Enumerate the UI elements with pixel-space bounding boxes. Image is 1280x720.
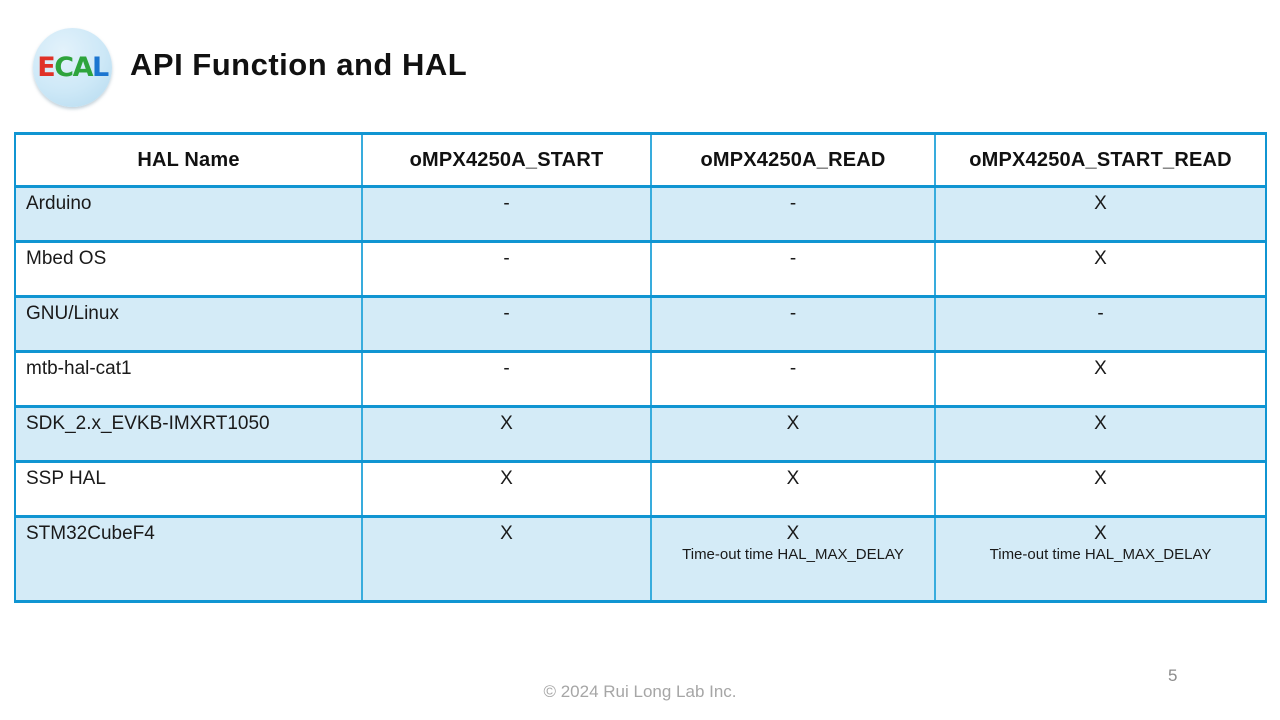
page-title: API Function and HAL [130, 46, 468, 82]
start-cell: - [361, 295, 652, 353]
read-cell: - [650, 240, 936, 298]
logo-letter-a: A [72, 52, 94, 83]
read-cell: X [650, 460, 936, 518]
page-number: 5 [1168, 666, 1178, 685]
start-cell: X [361, 460, 652, 518]
hal-name-cell: Mbed OS [14, 240, 363, 298]
hal-name-cell: GNU/Linux [14, 295, 363, 353]
table-row-arduino: Arduino - - X [14, 185, 1267, 243]
cell-value: X [786, 468, 800, 489]
start-read-cell: X Time-out time HAL_MAX_DELAY [934, 515, 1267, 603]
cell-value: X [1094, 523, 1107, 544]
read-cell: X Time-out time HAL_MAX_DELAY [650, 515, 936, 603]
cell-value: X [1094, 413, 1107, 434]
start-cell: - [361, 185, 652, 243]
cell-value: - [1097, 303, 1104, 324]
start-cell: - [361, 350, 652, 408]
table-row-gnu-linux: GNU/Linux - - - [14, 295, 1267, 353]
hal-api-table: HAL Name oMPX4250A_START oMPX4250A_READ … [14, 132, 1267, 603]
start-read-cell: X [934, 350, 1267, 408]
table-header-row: HAL Name oMPX4250A_START oMPX4250A_READ … [14, 132, 1267, 188]
column-header-start: oMPX4250A_START [361, 132, 652, 188]
start-read-cell: - [934, 295, 1267, 353]
cell-value: X [1094, 193, 1107, 214]
read-cell: - [650, 295, 936, 353]
column-header-start-read: oMPX4250A_START_READ [934, 132, 1267, 188]
start-cell: - [361, 240, 652, 298]
logo-letter-c: C [54, 52, 74, 83]
table-row-mbed-os: Mbed OS - - X [14, 240, 1267, 298]
start-read-cell: X [934, 460, 1267, 518]
start-cell: X [361, 405, 652, 463]
column-header-read: oMPX4250A_READ [650, 132, 936, 188]
start-cell: X [361, 515, 652, 603]
read-cell: - [650, 350, 936, 408]
read-cell: - [650, 185, 936, 243]
timeout-note: Time-out time HAL_MAX_DELAY [989, 546, 1212, 563]
cell-value: X [786, 413, 800, 434]
hal-name-cell: mtb-hal-cat1 [14, 350, 363, 408]
hal-name-cell: STM32CubeF4 [14, 515, 363, 603]
logo-letter-e: E [37, 52, 55, 83]
cell-value: - [789, 193, 797, 214]
read-cell: X [650, 405, 936, 463]
cell-value: - [789, 358, 797, 379]
hal-name-cell: SSP HAL [14, 460, 363, 518]
table-row-mtb-hal-cat1: mtb-hal-cat1 - - X [14, 350, 1267, 408]
table-row-ssp-hal: SSP HAL X X X [14, 460, 1267, 518]
timeout-note: Time-out time HAL_MAX_DELAY [682, 546, 904, 563]
cell-value: X [1094, 248, 1107, 269]
column-header-hal-name: HAL Name [14, 132, 363, 188]
cell-value: X [1094, 468, 1107, 489]
logo-letter-l: L [91, 52, 109, 83]
hal-name-cell: Arduino [14, 185, 363, 243]
cell-value: X [1094, 358, 1107, 379]
hal-name-cell: SDK_2.x_EVKB-IMXRT1050 [14, 405, 363, 463]
cell-value: - [789, 248, 797, 269]
cell-value: X [786, 523, 800, 544]
start-read-cell: X [934, 240, 1267, 298]
start-read-cell: X [934, 185, 1267, 243]
cell-value: - [789, 303, 797, 324]
start-read-cell: X [934, 405, 1267, 463]
copyright-text: © 2024 Rui Long Lab Inc. [543, 682, 737, 701]
table-row-sdk-evkb-imxrt1050: SDK_2.x_EVKB-IMXRT1050 X X X [14, 405, 1267, 463]
table-row-stm32cubef4: STM32CubeF4 X X Time-out time HAL_MAX_DE… [14, 515, 1267, 603]
